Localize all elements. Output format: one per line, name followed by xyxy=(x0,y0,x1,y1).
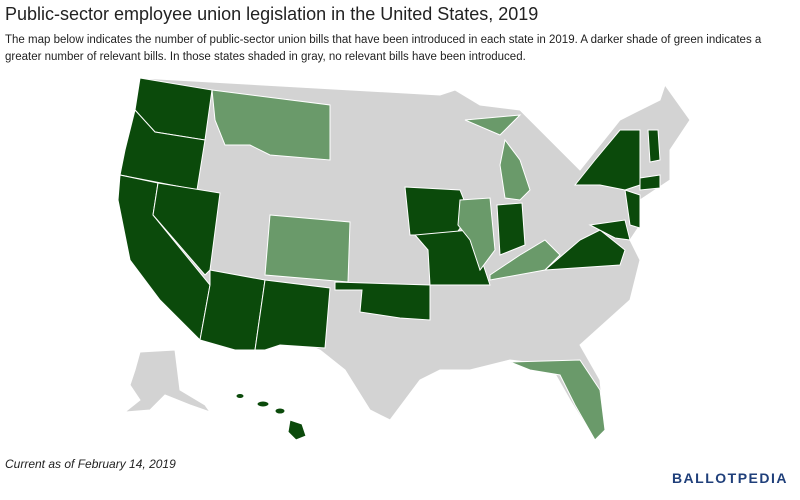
state xyxy=(457,197,496,272)
alaska xyxy=(123,349,212,413)
state xyxy=(152,182,221,276)
logo: BALLOTPEDIA xyxy=(671,470,788,486)
state xyxy=(543,229,626,271)
state xyxy=(639,174,661,191)
island xyxy=(274,407,286,415)
state xyxy=(499,138,531,201)
state xyxy=(573,129,641,191)
description: The map below indicates the number of pu… xyxy=(5,34,762,63)
island xyxy=(256,400,270,408)
state xyxy=(334,281,431,321)
title: Public-sector employee union legislation… xyxy=(5,4,539,24)
island xyxy=(235,393,245,399)
state xyxy=(624,189,641,229)
island xyxy=(287,419,307,441)
state xyxy=(254,279,331,351)
footnote: Current as of February 14, 2019 xyxy=(5,457,176,471)
state xyxy=(264,214,351,283)
state xyxy=(464,114,522,136)
state xyxy=(489,239,561,281)
state xyxy=(647,129,661,163)
state xyxy=(588,219,631,241)
state xyxy=(199,269,266,351)
state xyxy=(496,202,526,256)
state xyxy=(211,89,331,161)
state xyxy=(509,359,606,441)
